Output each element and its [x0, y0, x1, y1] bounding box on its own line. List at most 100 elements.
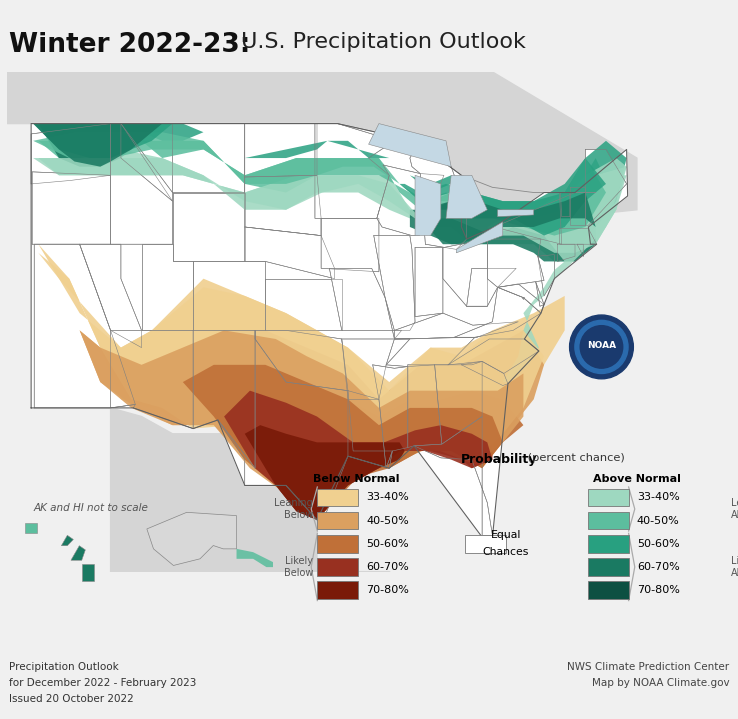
- Polygon shape: [183, 365, 523, 520]
- FancyBboxPatch shape: [317, 581, 359, 599]
- Polygon shape: [237, 549, 273, 567]
- Polygon shape: [7, 72, 637, 244]
- Polygon shape: [329, 268, 401, 339]
- Polygon shape: [38, 158, 627, 262]
- FancyBboxPatch shape: [587, 512, 629, 529]
- Polygon shape: [255, 330, 348, 390]
- Text: 50-60%: 50-60%: [637, 539, 680, 549]
- Polygon shape: [377, 165, 444, 236]
- Text: 70-80%: 70-80%: [367, 585, 410, 595]
- Polygon shape: [577, 244, 583, 256]
- Polygon shape: [218, 330, 393, 523]
- Polygon shape: [34, 244, 135, 408]
- Polygon shape: [536, 282, 544, 306]
- Text: Leaning
Below: Leaning Below: [275, 498, 313, 520]
- Polygon shape: [245, 227, 334, 279]
- Polygon shape: [487, 239, 544, 288]
- Text: Map by NOAA Climate.gov: Map by NOAA Climate.gov: [592, 678, 729, 688]
- Polygon shape: [61, 536, 73, 546]
- Polygon shape: [193, 262, 266, 330]
- Polygon shape: [38, 124, 627, 244]
- Polygon shape: [33, 150, 627, 253]
- Polygon shape: [121, 124, 245, 201]
- FancyBboxPatch shape: [317, 488, 359, 506]
- Polygon shape: [538, 255, 554, 296]
- Polygon shape: [183, 365, 503, 520]
- Polygon shape: [408, 365, 442, 447]
- Text: Likely
Above: Likely Above: [731, 557, 738, 578]
- Polygon shape: [456, 222, 503, 253]
- FancyBboxPatch shape: [317, 535, 359, 553]
- Polygon shape: [410, 201, 596, 262]
- Text: NOAA: NOAA: [587, 341, 616, 350]
- Text: Below Normal: Below Normal: [313, 475, 399, 484]
- Polygon shape: [446, 175, 487, 219]
- Polygon shape: [111, 408, 430, 623]
- Polygon shape: [224, 390, 492, 520]
- Polygon shape: [80, 330, 544, 520]
- Polygon shape: [245, 425, 404, 520]
- Polygon shape: [224, 390, 492, 520]
- Polygon shape: [414, 416, 492, 536]
- Polygon shape: [142, 244, 193, 330]
- FancyBboxPatch shape: [317, 558, 359, 576]
- Text: 60-70%: 60-70%: [367, 562, 410, 572]
- Polygon shape: [33, 124, 162, 167]
- Polygon shape: [523, 298, 525, 299]
- Text: 50-60%: 50-60%: [367, 539, 409, 549]
- Polygon shape: [561, 193, 570, 216]
- Polygon shape: [410, 141, 466, 249]
- Polygon shape: [111, 330, 193, 429]
- Polygon shape: [570, 188, 585, 225]
- Circle shape: [580, 326, 623, 368]
- Polygon shape: [32, 172, 111, 244]
- FancyBboxPatch shape: [465, 535, 506, 553]
- Polygon shape: [373, 365, 408, 468]
- Polygon shape: [420, 193, 596, 244]
- Polygon shape: [245, 175, 321, 236]
- Text: Chances: Chances: [483, 546, 529, 557]
- Polygon shape: [80, 330, 523, 520]
- Polygon shape: [111, 124, 173, 244]
- Text: 40-50%: 40-50%: [637, 516, 680, 526]
- FancyBboxPatch shape: [587, 558, 629, 576]
- Polygon shape: [342, 339, 394, 399]
- Polygon shape: [266, 279, 342, 330]
- Text: for December 2022 - February 2023: for December 2022 - February 2023: [9, 678, 196, 688]
- Polygon shape: [487, 158, 627, 382]
- FancyBboxPatch shape: [317, 512, 359, 529]
- Polygon shape: [497, 284, 544, 313]
- Text: 70-80%: 70-80%: [637, 585, 680, 595]
- Polygon shape: [38, 124, 162, 167]
- Polygon shape: [415, 175, 441, 236]
- Text: (percent chance): (percent chance): [524, 452, 625, 462]
- FancyBboxPatch shape: [587, 488, 629, 506]
- Polygon shape: [38, 253, 544, 520]
- Polygon shape: [173, 193, 245, 262]
- Polygon shape: [82, 564, 94, 581]
- Polygon shape: [443, 239, 487, 306]
- Text: 33-40%: 33-40%: [637, 493, 680, 503]
- Polygon shape: [33, 124, 173, 158]
- Circle shape: [575, 321, 628, 373]
- Text: Winter 2022-23:: Winter 2022-23:: [9, 32, 250, 58]
- Text: NWS Climate Prediction Center: NWS Climate Prediction Center: [567, 662, 729, 672]
- Polygon shape: [415, 247, 443, 316]
- Polygon shape: [71, 546, 86, 560]
- Polygon shape: [321, 219, 379, 272]
- Polygon shape: [31, 124, 627, 537]
- Polygon shape: [466, 268, 516, 306]
- Polygon shape: [245, 425, 410, 520]
- Polygon shape: [31, 124, 111, 184]
- Polygon shape: [193, 330, 255, 468]
- Polygon shape: [38, 244, 565, 520]
- Polygon shape: [373, 236, 415, 330]
- Polygon shape: [585, 150, 627, 225]
- Circle shape: [570, 315, 633, 379]
- Polygon shape: [147, 513, 237, 565]
- Text: 33-40%: 33-40%: [367, 493, 410, 503]
- Polygon shape: [38, 141, 616, 253]
- Polygon shape: [557, 244, 575, 262]
- Polygon shape: [33, 132, 606, 236]
- Polygon shape: [245, 124, 317, 177]
